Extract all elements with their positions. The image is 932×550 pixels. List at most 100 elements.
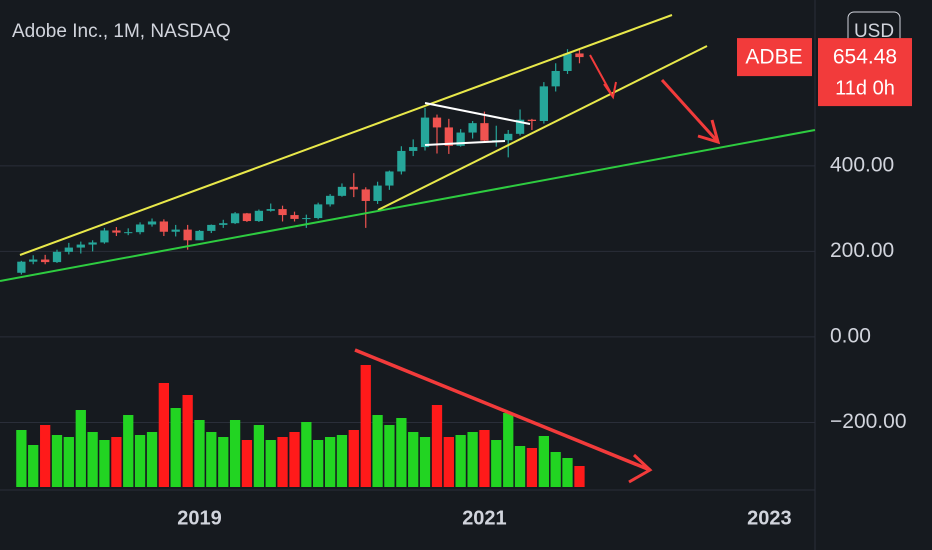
volume-bar: [87, 432, 98, 487]
candle-body: [183, 229, 192, 241]
volume-bar: [360, 365, 371, 487]
candle-body: [171, 229, 180, 232]
volume-bar: [514, 446, 526, 487]
candle-body: [230, 213, 240, 224]
candle-body: [41, 259, 50, 263]
volume-bar: [229, 420, 241, 487]
candle-body: [361, 189, 370, 201]
candle-body: [575, 53, 584, 58]
volume-bar: [28, 445, 39, 487]
volume-bar: [158, 383, 169, 487]
volume-bar: [40, 425, 51, 487]
volume-bar: [538, 436, 549, 487]
candle-body: [266, 209, 275, 211]
volume-bar: [431, 405, 443, 487]
volume-bar: [396, 418, 407, 487]
candle-body: [242, 213, 252, 222]
candle-body: [207, 224, 216, 231]
candle-body: [397, 150, 406, 172]
volume-bar: [194, 420, 205, 487]
volume-bar: [443, 437, 454, 487]
volume-bar: [206, 432, 217, 487]
chart-title: Adobe Inc., 1M, NASDAQ: [12, 21, 231, 42]
arrow: [354, 348, 651, 472]
price-label: 654.48: [833, 46, 897, 69]
volume-bar: [503, 413, 514, 487]
candle-body: [100, 230, 109, 243]
volume-bar: [574, 466, 585, 487]
countdown-label: 11d 0h: [835, 77, 895, 99]
volume-bar: [123, 415, 134, 487]
candle-body: [219, 223, 228, 225]
candle-body: [551, 70, 560, 87]
volume-bar: [467, 432, 478, 487]
volume-bar: [336, 435, 348, 487]
volume-bar: [324, 437, 336, 487]
volume-bar: [170, 408, 181, 487]
volume-bar: [289, 432, 300, 487]
arrow-head: [628, 453, 653, 484]
volume-bar: [550, 452, 561, 487]
candle-body: [325, 195, 335, 205]
candle-body: [468, 123, 477, 133]
volume-bar: [348, 430, 359, 487]
candle-body: [337, 186, 347, 196]
candle-body: [504, 133, 513, 141]
candle-body: [409, 147, 418, 151]
x-tick-label: 2019: [177, 507, 222, 529]
volume-bar: [253, 425, 265, 487]
volume-bar: [134, 435, 146, 487]
x-tick-label: 2021: [462, 507, 507, 529]
volume-bar: [419, 437, 431, 487]
volume-bar: [16, 430, 27, 487]
x-tick-label: 2023: [747, 507, 792, 529]
candle-body: [302, 218, 311, 220]
arrow-head: [603, 81, 617, 100]
volume-bar: [562, 458, 573, 487]
volume-bar: [63, 437, 74, 487]
candle-body: [290, 215, 299, 219]
grid: [0, 165, 815, 423]
trend-line: [377, 45, 708, 211]
currency-label[interactable]: USD: [854, 21, 894, 42]
candle-body: [64, 247, 73, 252]
symbol-box: [737, 38, 812, 77]
candle-body: [278, 209, 287, 216]
y-tick-label: −200.00: [830, 410, 907, 433]
candle-body: [76, 244, 85, 248]
volume-bar: [146, 432, 158, 487]
candle-body: [159, 221, 168, 232]
volume-bar: [301, 422, 312, 487]
candle-body: [52, 251, 62, 263]
volume-bar: [491, 440, 502, 487]
volume-bar: [111, 437, 122, 487]
candle-body: [563, 53, 572, 71]
trend-line: [0, 129, 816, 282]
candle-body: [112, 230, 121, 233]
volume-bar: [51, 435, 63, 487]
symbol-label: ADBE: [745, 46, 802, 69]
volume-bar: [384, 425, 395, 487]
price-box: [818, 38, 912, 107]
candle-body: [385, 171, 394, 186]
candle-body: [539, 86, 548, 122]
volume-bar: [218, 437, 229, 487]
candle-body: [515, 119, 525, 134]
arrow: [660, 78, 720, 144]
volume-pane: [16, 365, 585, 487]
candle-body: [17, 261, 26, 273]
volume-bar: [455, 435, 466, 487]
trend-line: [19, 14, 673, 256]
volume-bar: [526, 448, 538, 487]
candle-body: [135, 224, 145, 233]
candle-body: [456, 132, 465, 146]
volume-bar: [182, 395, 193, 487]
candle-body: [147, 221, 157, 225]
candle-body: [254, 210, 264, 222]
candle-body: [373, 185, 382, 201]
drawings: [0, 14, 816, 484]
candle-body: [444, 127, 453, 146]
flag-line: [424, 140, 506, 146]
candle-body: [88, 242, 97, 245]
